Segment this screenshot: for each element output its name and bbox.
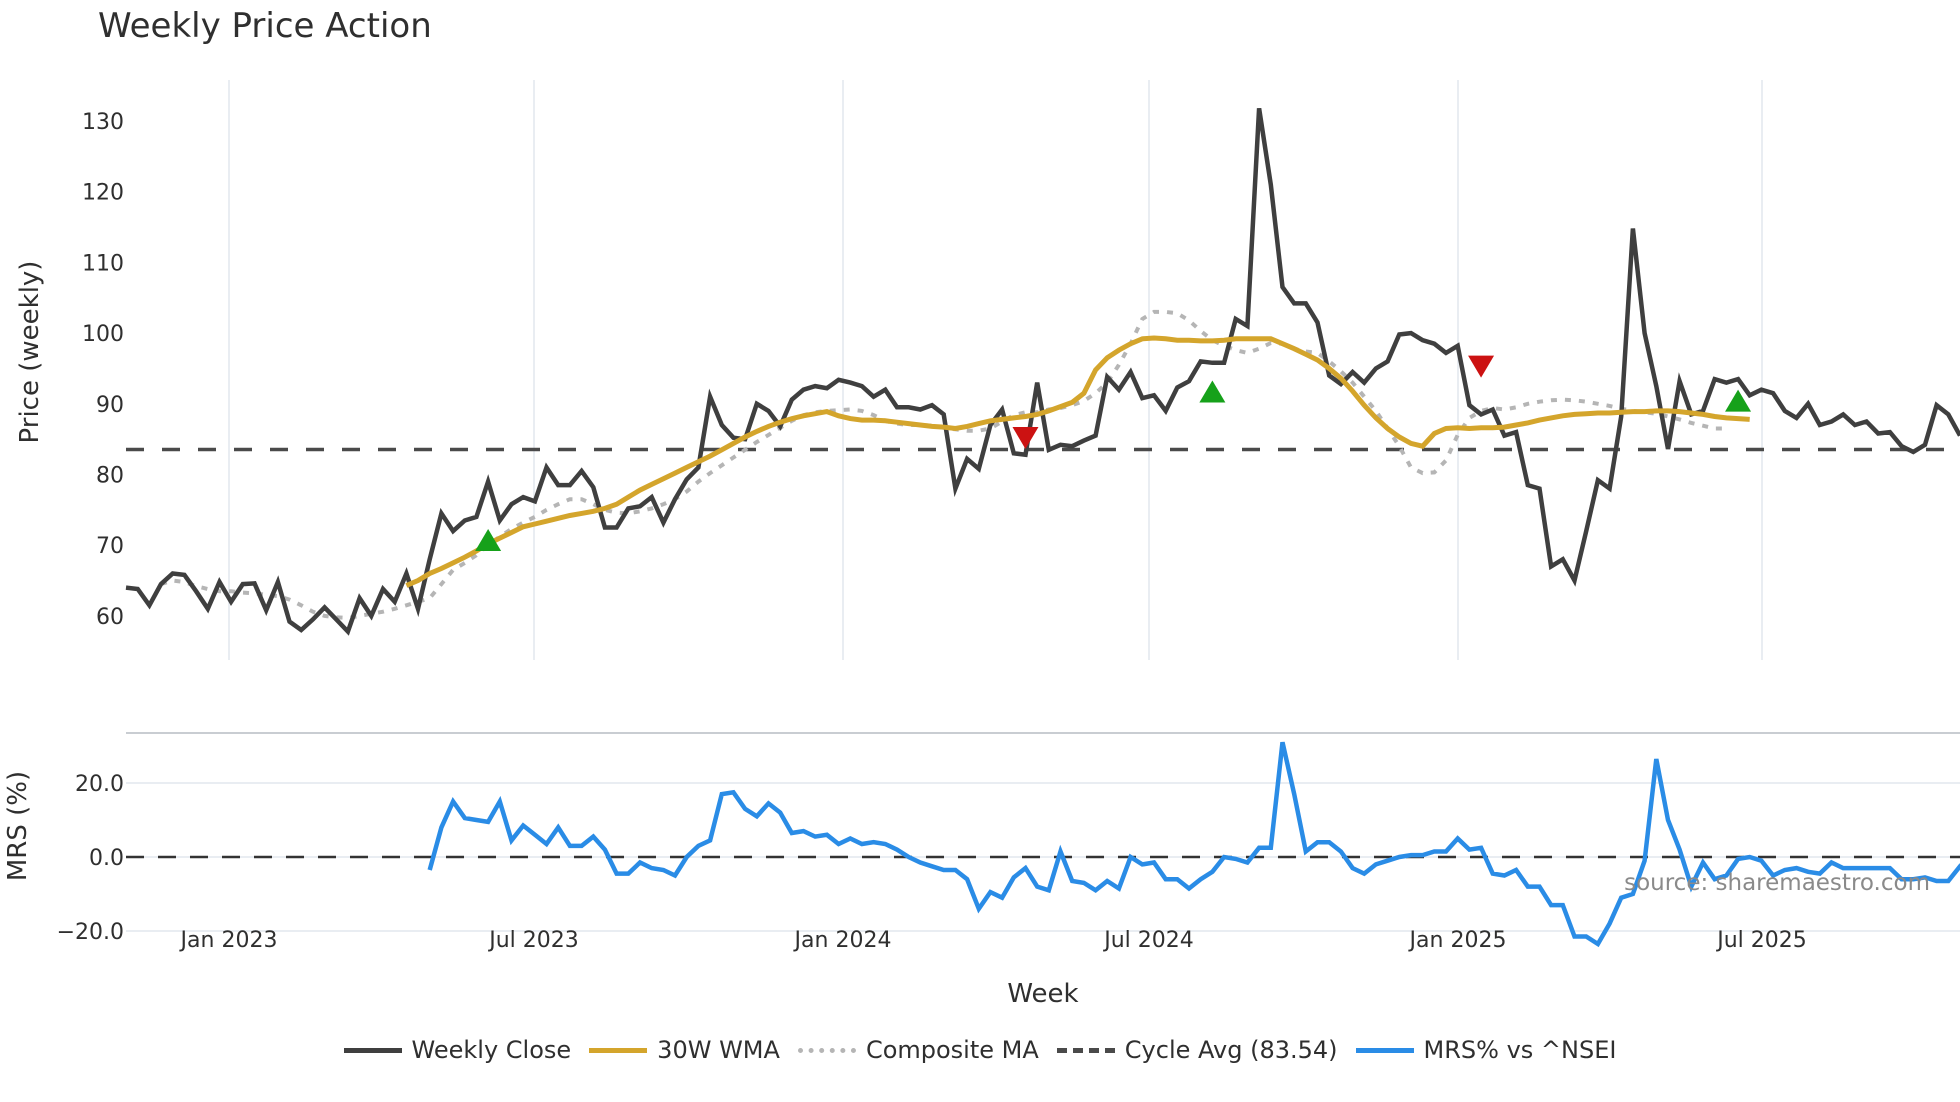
chart-title: Weekly Price Action [98, 6, 432, 46]
legend-item-wma[interactable]: 30W WMA [589, 1036, 780, 1064]
x-tick: Jan 2023 [179, 928, 278, 953]
price-y-label: Price (weekly) [15, 261, 45, 444]
source-note: source: sharemaestro.com [1624, 870, 1930, 896]
price-y-tick: 70 [96, 534, 124, 559]
legend-label: MRS% vs ^NSEI [1423, 1036, 1617, 1064]
weekly-close-line [125, 107, 1960, 636]
price-y-tick: 130 [82, 110, 124, 135]
mrs-y-tick: −20.0 [57, 920, 124, 945]
mrs-y-tick: 20.0 [75, 772, 124, 797]
mrs-y-axis: −20.0 0.0 20.0 [57, 772, 124, 945]
price-y-tick: 80 [96, 464, 124, 489]
price-y-tick: 100 [82, 322, 124, 347]
x-tick: Jul 2023 [487, 928, 579, 953]
price-y-axis: 60 70 80 90 100 110 120 130 [82, 110, 124, 630]
x-label: Week [1007, 979, 1078, 1009]
price-y-tick: 90 [96, 393, 124, 418]
x-axis: Jan 2023 Jul 2023 Jan 2024 Jul 2024 Jan 2025… [179, 928, 1807, 953]
cycle-swatch-icon [1056, 1047, 1115, 1053]
price-y-tick: 120 [82, 181, 124, 206]
mrs-y-tick: 0.0 [89, 846, 124, 871]
legend-label: Cycle Avg (83.54) [1124, 1036, 1338, 1064]
sell-signal-icon [1468, 355, 1495, 378]
mrs-line [427, 741, 1960, 948]
legend-item-mrs[interactable]: MRS% vs ^NSEI [1355, 1036, 1617, 1064]
signal-markers [475, 355, 1752, 551]
legend-item-close[interactable]: Weekly Close [343, 1036, 572, 1064]
buy-signal-icon [1199, 380, 1226, 403]
buy-signal-icon [475, 528, 502, 551]
close-swatch-icon [343, 1047, 402, 1053]
price-y-tick: 60 [96, 605, 124, 630]
mrs-swatch-icon [1355, 1047, 1414, 1053]
grid-lines [126, 80, 1960, 932]
legend-item-composite[interactable]: Composite MA [797, 1036, 1039, 1064]
legend: Weekly Close 30W WMA Composite MA Cycle Avg… [0, 1036, 1960, 1064]
legend-label: Composite MA [865, 1036, 1039, 1064]
wma-swatch-icon [589, 1047, 648, 1053]
mrs-y-label: MRS (%) [3, 771, 33, 881]
x-tick: Jan 2024 [793, 928, 892, 953]
x-tick: Jul 2025 [1715, 928, 1807, 953]
legend-label: 30W WMA [657, 1036, 780, 1064]
x-tick: Jul 2024 [1102, 928, 1194, 953]
buy-signal-icon [1725, 389, 1752, 412]
price-y-tick: 110 [82, 251, 124, 276]
sell-signal-icon [1012, 427, 1039, 450]
legend-item-cycle[interactable]: Cycle Avg (83.54) [1056, 1036, 1338, 1064]
wma-line [405, 335, 1750, 588]
legend-label: Weekly Close [411, 1036, 572, 1064]
plot-series [125, 107, 1960, 948]
composite-swatch-icon [797, 1047, 856, 1053]
x-tick: Jan 2025 [1408, 928, 1507, 953]
